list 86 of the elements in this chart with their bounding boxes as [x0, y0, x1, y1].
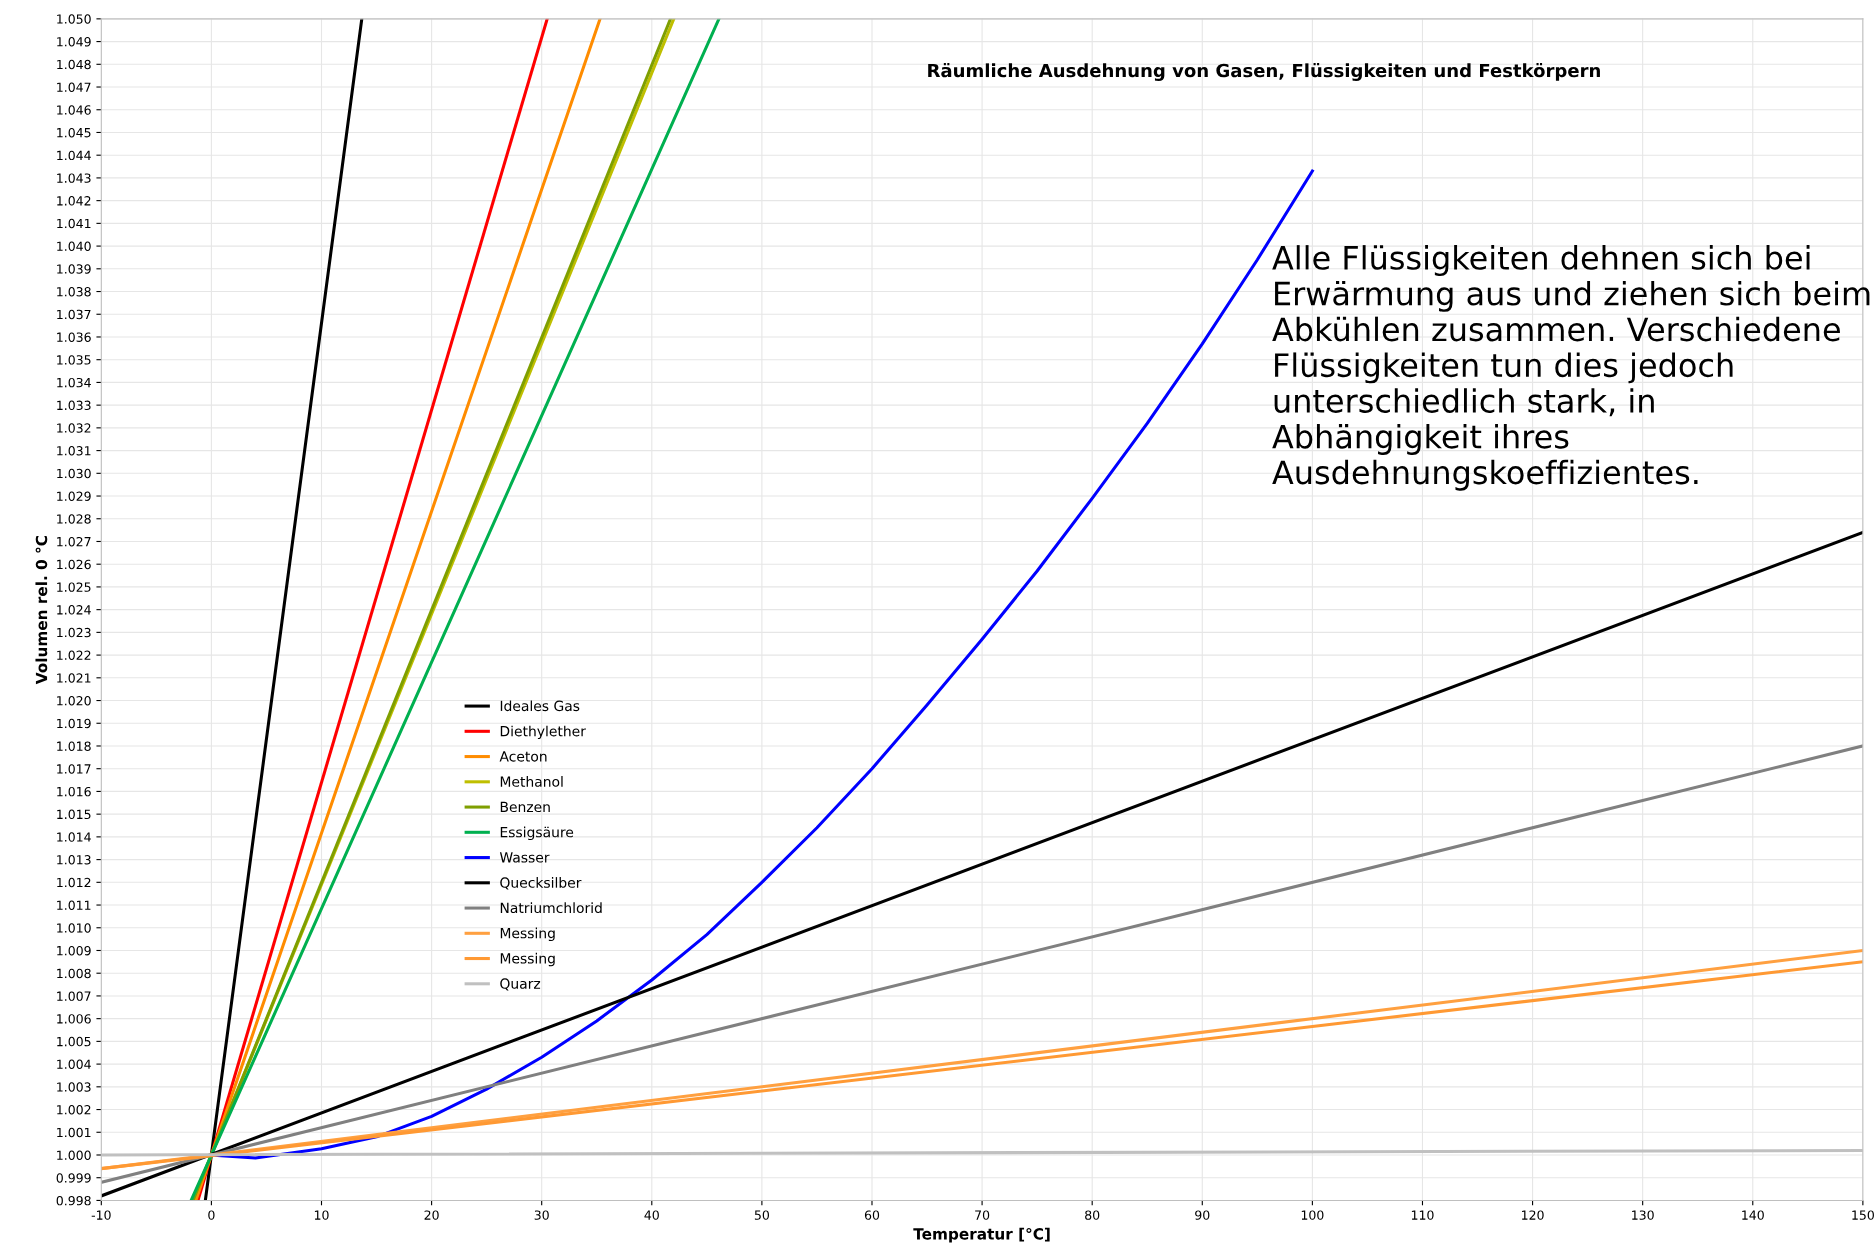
y-tick-label: 1.005	[57, 1036, 91, 1047]
legend-label: Methanol	[500, 776, 563, 787]
x-tick-label: 90	[1195, 1210, 1210, 1220]
y-tick-label: 1.002	[57, 1105, 91, 1115]
x-tick-label: 40	[644, 1210, 659, 1220]
y-tick-label: 1.031	[57, 446, 91, 456]
legend-label: Essigsäure	[500, 826, 574, 841]
y-tick-label: 1.029	[57, 491, 91, 501]
x-tick-label: 70	[975, 1210, 990, 1220]
y-tick-label: 1.023	[57, 627, 91, 638]
y-tick-label: 1.046	[57, 105, 91, 115]
x-tick-label: 130	[1632, 1210, 1654, 1220]
legend-label: Quarz	[500, 978, 541, 991]
y-tick-label: 1.022	[57, 650, 91, 661]
y-tick-label: 1.025	[57, 582, 91, 592]
legend-label: Messing	[500, 927, 555, 942]
annotation: Alle Flüssigkeiten dehnen sich bei Erwärmung aus und ziehen sich beim Abkühlen zusammen. Verschiedene Flüssigkeiten tun dies jedoch unterschiedlich stark, in Abhängigkeit ihres Ausdehnungskoeffizientes.	[1272, 245, 1870, 491]
x-tick-label: 150	[1852, 1210, 1874, 1220]
y-tick-label: 1.040	[57, 241, 91, 252]
y-tick-label: 1.049	[57, 37, 91, 47]
y-tick-label: 1.026	[57, 559, 91, 570]
y-tick-label: 1.004	[57, 1059, 91, 1070]
y-tick-label: 1.020	[57, 696, 91, 706]
y-tick-label: 0.998	[56, 1195, 91, 1206]
y-tick-label: 1.006	[57, 1014, 91, 1024]
y-tick-label: 1.015	[57, 809, 91, 820]
x-tick-label: -10	[91, 1210, 111, 1220]
legend-label: Ideales Gas	[500, 700, 580, 712]
y-tick-label: 1.012	[57, 877, 91, 888]
y-tick-label: 1.003	[57, 1082, 91, 1092]
y-tick-label: 1.043	[57, 173, 91, 183]
y-tick-label: 1.007	[57, 991, 91, 1001]
y-tick-label: 1.036	[57, 332, 91, 342]
y-tick-label: 1.009	[57, 945, 91, 956]
y-tick-label: 1.037	[57, 309, 91, 320]
y-tick-label: 1.016	[57, 786, 91, 797]
x-tick-label: 20	[424, 1210, 439, 1220]
y-tick-label: 1.033	[57, 400, 91, 411]
x-tick-label: 0	[208, 1210, 215, 1220]
x-tick-label: 80	[1085, 1210, 1100, 1220]
y-tick-label: 1.048	[57, 59, 91, 70]
x-tick-label: 30	[534, 1210, 549, 1220]
x-tick-label: 60	[864, 1210, 880, 1220]
y-tick-label: 1.032	[57, 423, 91, 433]
y-tick-label: 1.050	[57, 14, 91, 24]
y-tick-label: 1.044	[57, 150, 91, 161]
y-tick-label: 1.019	[57, 718, 91, 729]
y-tick-label: 1.041	[57, 218, 91, 229]
y-tick-label: 1.047	[57, 82, 91, 92]
x-tick-label: 140	[1742, 1210, 1764, 1220]
y-axis-title: Volumen rel. 0 °C	[35, 536, 48, 685]
y-tick-label: 1.045	[57, 127, 91, 138]
y-tick-label: 1.035	[57, 355, 91, 365]
legend-label: Wasser	[499, 852, 550, 863]
y-tick-label: 1.027	[57, 536, 91, 547]
x-tick-label: 120	[1522, 1210, 1544, 1220]
y-tick-label: 1.038	[57, 287, 91, 297]
y-tick-label: 1.018	[57, 741, 91, 751]
legend-label: Quecksilber	[500, 877, 582, 890]
text: Räumliche Ausdehnung von Gasen, Flüssigkeiten und Festkörpern	[928, 63, 1600, 81]
y-tick-label: 1.001	[57, 1127, 91, 1138]
y-tick-label: 1.021	[57, 673, 91, 683]
y-tick-label: 1.000	[57, 1150, 91, 1160]
x-tick-label: 10	[314, 1210, 329, 1220]
y-tick-label: 1.008	[57, 968, 91, 979]
x-tick-label: 100	[1301, 1210, 1324, 1220]
y-tick-label: 1.014	[57, 832, 91, 842]
y-tick-label: 1.042	[57, 196, 91, 206]
y-tick-label: 1.017	[57, 764, 91, 774]
x-tick-label: 110	[1411, 1210, 1434, 1220]
y-tick-label: 1.028	[57, 514, 91, 524]
y-tick-label: 1.039	[57, 264, 91, 274]
x-axis-title: Temperatur [°C]	[913, 1227, 1050, 1243]
legend-label: Aceton	[499, 751, 547, 762]
y-tick-label: 1.010	[57, 923, 91, 933]
legend-label: Diethylether	[500, 725, 586, 740]
y-tick-label: 1.013	[57, 855, 91, 865]
legend-label: Benzen	[500, 801, 550, 813]
y-tick-label: 0.999	[56, 1173, 91, 1183]
y-tick-label: 1.030	[57, 468, 91, 479]
y-tick-label: 1.011	[57, 900, 91, 910]
y-tick-label: 1.024	[57, 605, 91, 615]
y-tick-label: 1.034	[57, 377, 91, 388]
x-tick-label: 50	[754, 1210, 770, 1220]
legend-label: Messing	[500, 952, 555, 967]
legend-label: Natriumchlorid	[500, 902, 602, 914]
